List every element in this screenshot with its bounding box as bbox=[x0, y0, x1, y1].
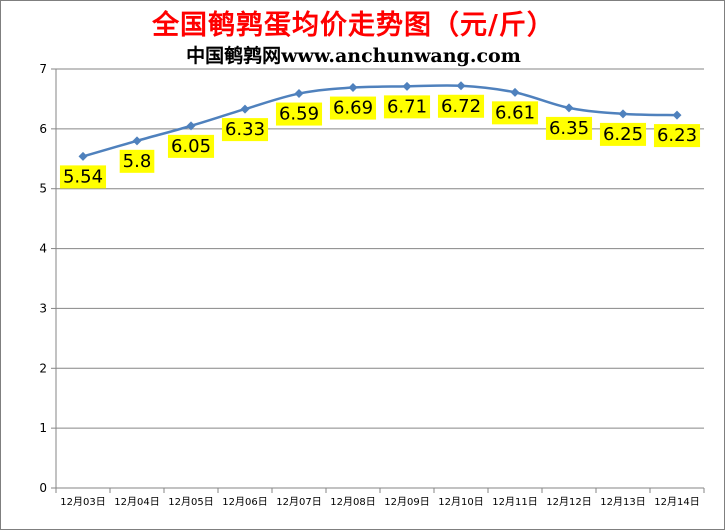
chart-subtitle: 中国鹌鹑网www.anchunwang.com bbox=[186, 45, 521, 67]
data-label-text: 6.05 bbox=[171, 136, 211, 157]
data-point bbox=[240, 104, 250, 114]
data-label: 6.69 bbox=[329, 96, 377, 120]
x-tick-label: 12月10日 bbox=[438, 496, 483, 508]
data-label: 6.61 bbox=[491, 101, 539, 125]
data-label-background bbox=[221, 118, 269, 142]
data-point bbox=[672, 110, 682, 120]
data-label-background bbox=[545, 116, 593, 140]
data-label-text: 6.35 bbox=[549, 118, 589, 139]
data-label-text: 6.23 bbox=[657, 125, 697, 146]
series-line bbox=[82, 84, 678, 158]
data-label-background bbox=[437, 94, 485, 118]
data-label: 6.35 bbox=[545, 116, 593, 140]
y-tick-label: 7 bbox=[39, 62, 47, 76]
data-label-background bbox=[59, 165, 107, 189]
data-point bbox=[348, 83, 358, 93]
series-line-group bbox=[82, 84, 678, 158]
data-label: 6.71 bbox=[383, 95, 431, 119]
y-tick-labels: 0 1 2 3 4 5 6 7 bbox=[39, 62, 47, 495]
data-label-text: 6.25 bbox=[603, 124, 643, 145]
data-point bbox=[132, 136, 142, 146]
y-tick-label: 0 bbox=[39, 481, 47, 495]
x-tick-label: 12月06日 bbox=[222, 496, 267, 508]
data-label-text: 5.54 bbox=[63, 166, 103, 187]
data-label-background bbox=[599, 122, 647, 146]
data-point bbox=[78, 151, 88, 161]
data-label-background bbox=[329, 96, 377, 120]
x-tick-label: 12月11日 bbox=[492, 496, 537, 508]
data-label: 6.25 bbox=[599, 122, 647, 146]
x-tick-label: 12月14日 bbox=[654, 496, 699, 508]
data-point bbox=[186, 121, 196, 131]
grid-lines bbox=[56, 68, 704, 429]
data-label: 6.05 bbox=[167, 134, 215, 158]
y-tick-label: 3 bbox=[39, 301, 47, 315]
y-tick-label: 4 bbox=[39, 242, 47, 256]
x-tick-label: 12月12日 bbox=[546, 496, 591, 508]
x-tick-label: 12月08日 bbox=[330, 496, 375, 508]
x-tick-label: 12月05日 bbox=[168, 496, 213, 508]
data-label-background bbox=[653, 124, 701, 148]
data-point bbox=[618, 109, 628, 119]
data-labels: 5.54 5.8 6.05 6.33 6.59 6.69 6.71 6.72 6.61 6.35 6… bbox=[59, 94, 701, 189]
x-tick-label: 12月09日 bbox=[384, 496, 429, 508]
y-tick-label: 2 bbox=[39, 361, 47, 375]
data-label: 6.33 bbox=[221, 118, 269, 142]
x-tick-label: 12月13日 bbox=[600, 496, 645, 508]
data-label-background bbox=[491, 101, 539, 125]
data-point bbox=[510, 87, 520, 97]
data-point bbox=[564, 103, 574, 113]
data-label-text: 6.71 bbox=[387, 96, 427, 117]
data-point bbox=[294, 89, 304, 99]
data-point bbox=[456, 81, 466, 91]
chart-title: 全国鹌鹑蛋均价走势图（元/斤） bbox=[152, 10, 555, 41]
data-label-text: 6.72 bbox=[441, 96, 481, 117]
data-label: 6.23 bbox=[653, 124, 701, 148]
x-tick-label: 12月04日 bbox=[114, 496, 159, 508]
y-tick-label: 1 bbox=[39, 421, 47, 435]
x-tick-label: 12月07日 bbox=[276, 496, 321, 508]
axes bbox=[51, 68, 705, 493]
data-label-background bbox=[167, 134, 215, 158]
data-points bbox=[78, 81, 682, 161]
data-label-text: 6.59 bbox=[279, 104, 319, 125]
data-point bbox=[402, 81, 412, 91]
data-label-background bbox=[275, 102, 323, 126]
y-tick-label: 5 bbox=[39, 182, 47, 196]
x-tick-label: 12月03日 bbox=[60, 496, 105, 508]
y-tick-label: 6 bbox=[39, 122, 47, 136]
data-label-background bbox=[383, 95, 431, 119]
data-label-text: 6.61 bbox=[495, 102, 535, 123]
data-label: 5.54 bbox=[59, 165, 107, 189]
data-label-background bbox=[119, 149, 155, 173]
data-label: 5.8 bbox=[119, 149, 155, 173]
data-label-text: 5.8 bbox=[123, 151, 152, 172]
x-tick-labels: 12月03日 12月04日 12月05日 12月06日 12月07日 12月08日 12月0… bbox=[60, 496, 699, 508]
data-label: 6.72 bbox=[437, 94, 485, 118]
data-label: 6.59 bbox=[275, 102, 323, 126]
data-label-text: 6.69 bbox=[333, 98, 373, 119]
data-label-text: 6.33 bbox=[225, 119, 265, 140]
